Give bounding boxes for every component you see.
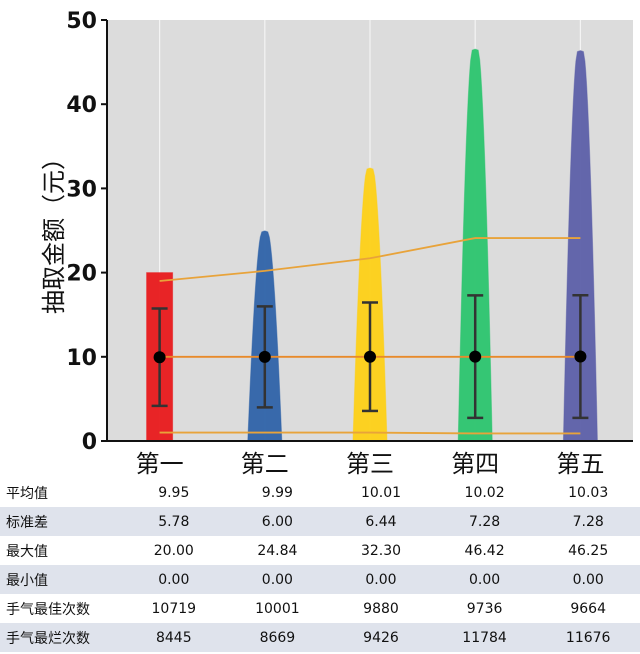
- x-tick-label: 第二: [241, 450, 289, 478]
- row-label: 手气最烂次数: [0, 623, 122, 652]
- violin-4: [457, 48, 493, 442]
- table-cell: 0.00: [122, 565, 226, 594]
- y-tick-label: 20: [66, 262, 97, 287]
- violin-chart: 0 10 20 30 40 50 第一 第二 第三 第四 第五 抽取金额（元）: [40, 9, 633, 478]
- table-cell: 7.28: [432, 507, 537, 536]
- table-cell: 8669: [225, 623, 330, 652]
- table-cell: 0.00: [432, 565, 537, 594]
- table-cell: 6.00: [225, 507, 330, 536]
- table-row: 标准差 5.78 6.00 6.44 7.28 7.28: [0, 507, 640, 536]
- table-cell: 10.02: [432, 478, 537, 507]
- table-cell: 9664: [536, 594, 640, 623]
- y-tick-label: 10: [66, 346, 97, 371]
- table-row: 最大值 20.00 24.84 32.30 46.42 46.25: [0, 536, 640, 565]
- table-cell: 0.00: [536, 565, 640, 594]
- table-cell: 9880: [329, 594, 433, 623]
- mean-point-4: [469, 350, 482, 363]
- mean-point-3: [364, 350, 376, 363]
- y-axis-label: 抽取金额（元）: [40, 146, 68, 314]
- table-row: 最小值 0.00 0.00 0.00 0.00 0.00: [0, 565, 640, 594]
- table-cell: 9426: [329, 623, 433, 652]
- table-cell: 24.84: [225, 536, 330, 565]
- table-cell: 6.44: [329, 507, 433, 536]
- table-cell: 9736: [432, 594, 537, 623]
- violin-5: [562, 50, 598, 442]
- mean-point-5: [574, 350, 587, 363]
- table-cell: 10719: [122, 594, 226, 623]
- y-tick-label: 30: [66, 177, 97, 202]
- y-tick-label: 0: [82, 430, 97, 455]
- table-row: 手气最佳次数 10719 10001 9880 9736 9664: [0, 594, 640, 623]
- table-cell: 46.42: [432, 536, 537, 565]
- table-cell: 9.95: [122, 478, 226, 507]
- row-label: 手气最佳次数: [0, 594, 122, 623]
- x-tick-label: 第三: [346, 450, 394, 478]
- table-cell: 0.00: [329, 565, 433, 594]
- statistics-table: 平均值 9.95 9.99 10.01 10.02 10.03 标准差 5.78 6.00 6.4…: [0, 478, 640, 652]
- table-cell: 11784: [432, 623, 537, 652]
- y-tick-label: 50: [66, 9, 97, 34]
- table-cell: 32.30: [329, 536, 433, 565]
- table-cell: 46.25: [536, 536, 640, 565]
- table-row: 手气最烂次数 8445 8669 9426 11784 11676: [0, 623, 640, 652]
- table-cell: 20.00: [122, 536, 226, 565]
- table-cell: 8445: [122, 623, 226, 652]
- mean-point-1: [153, 351, 166, 364]
- table-cell: 10.01: [329, 478, 433, 507]
- trend-line-lower: [159, 431, 581, 435]
- row-label: 平均值: [0, 478, 122, 507]
- x-tick-label: 第一: [136, 450, 184, 478]
- x-tick-label: 第五: [556, 450, 604, 478]
- mean-point-2: [258, 350, 271, 363]
- x-tick-label: 第四: [451, 450, 499, 478]
- table-row: 平均值 9.95 9.99 10.01 10.02 10.03: [0, 478, 640, 507]
- table-cell: 10001: [225, 594, 330, 623]
- table-cell: 9.99: [225, 478, 330, 507]
- table-cell: 0.00: [225, 565, 330, 594]
- table-cell: 7.28: [536, 507, 640, 536]
- row-label: 最大值: [0, 536, 122, 565]
- y-tick-label: 40: [66, 93, 97, 118]
- row-label: 最小值: [0, 565, 122, 594]
- table-cell: 10.03: [536, 478, 640, 507]
- trend-line-upper: [159, 237, 581, 282]
- row-label: 标准差: [0, 507, 122, 536]
- table-cell: 5.78: [122, 507, 226, 536]
- table-cell: 11676: [536, 623, 640, 652]
